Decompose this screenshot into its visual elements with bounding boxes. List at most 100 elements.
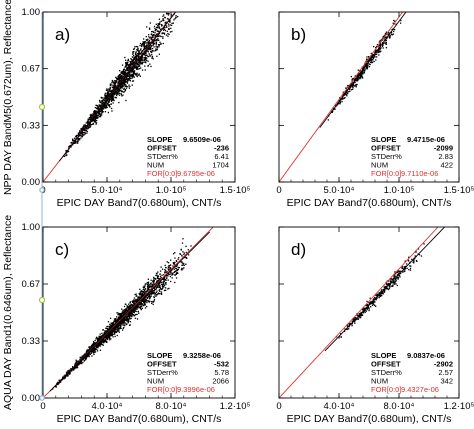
data-point <box>160 281 163 283</box>
data-point <box>409 269 412 271</box>
data-point <box>107 328 110 330</box>
data-point <box>181 264 183 267</box>
data-point <box>151 54 153 56</box>
data-point <box>117 328 119 330</box>
data-point <box>144 285 146 287</box>
data-point <box>99 116 101 118</box>
data-point <box>97 107 99 110</box>
data-point <box>74 364 76 367</box>
data-point <box>116 324 118 326</box>
data-point <box>99 336 102 338</box>
data-point <box>144 283 146 285</box>
data-point <box>168 264 170 267</box>
data-point <box>127 64 129 66</box>
data-point <box>109 90 111 92</box>
data-point <box>151 40 153 42</box>
data-point <box>389 281 392 283</box>
data-point <box>135 298 137 301</box>
data-point <box>141 44 143 47</box>
data-point <box>127 309 129 311</box>
data-point <box>156 286 158 288</box>
data-point <box>154 34 157 37</box>
data-point <box>118 331 121 333</box>
data-point <box>398 270 400 272</box>
data-point <box>116 88 119 90</box>
data-point <box>393 274 395 276</box>
data-point <box>164 21 166 24</box>
data-point <box>125 303 127 305</box>
data-point <box>131 68 134 71</box>
data-point <box>91 115 93 117</box>
data-point <box>124 322 127 324</box>
data-point <box>71 141 73 144</box>
data-point <box>144 54 146 56</box>
data-point <box>167 262 170 264</box>
data-point <box>94 351 97 353</box>
x-tick-label: 1.5·10⁵ <box>444 185 474 196</box>
data-point <box>139 61 142 63</box>
data-point <box>99 106 101 109</box>
data-point <box>109 323 111 325</box>
data-point <box>114 327 116 330</box>
data-point <box>167 35 169 37</box>
data-point <box>104 94 107 97</box>
data-point <box>138 74 140 76</box>
data-point <box>352 87 354 89</box>
data-point <box>125 65 127 67</box>
data-point <box>94 107 96 109</box>
data-point <box>107 96 109 98</box>
data-point <box>110 97 113 99</box>
data-point <box>155 288 157 290</box>
data-point <box>381 44 384 46</box>
data-point <box>137 63 139 65</box>
data-point <box>392 278 395 280</box>
data-point <box>57 382 60 384</box>
data-point <box>418 254 421 256</box>
data-point <box>111 110 113 112</box>
data-point <box>355 84 357 87</box>
data-point <box>118 329 120 332</box>
data-point <box>332 110 334 112</box>
data-point <box>123 91 125 93</box>
data-point <box>150 36 152 38</box>
data-point <box>341 98 343 100</box>
data-point <box>74 366 77 368</box>
data-point <box>128 305 131 308</box>
data-point <box>170 272 172 274</box>
data-point <box>350 83 352 86</box>
data-point <box>106 338 109 341</box>
data-point <box>82 357 85 360</box>
data-point <box>132 309 135 311</box>
data-point <box>146 26 148 28</box>
data-point <box>148 294 150 296</box>
data-point <box>119 69 121 72</box>
data-point <box>68 370 70 372</box>
data-point <box>147 44 150 46</box>
data-point <box>100 113 102 115</box>
data-point <box>143 58 146 61</box>
data-point <box>97 347 99 349</box>
data-point <box>404 260 406 262</box>
data-point <box>75 142 77 144</box>
data-point <box>131 310 134 312</box>
y-tick-label: 0.00 <box>22 177 41 188</box>
data-point <box>158 284 160 286</box>
panel-label: b) <box>291 25 306 44</box>
data-point <box>158 44 160 46</box>
data-point <box>140 303 142 305</box>
data-point <box>166 261 168 263</box>
data-point <box>141 52 143 55</box>
data-point <box>108 94 111 96</box>
data-point <box>397 273 400 275</box>
data-point <box>160 42 162 45</box>
data-point <box>390 279 392 281</box>
data-point <box>121 315 123 318</box>
data-point <box>162 281 164 283</box>
data-point <box>151 289 154 291</box>
data-point <box>115 321 118 323</box>
data-point <box>129 80 131 82</box>
data-point <box>147 288 150 290</box>
stat-value-slope: 9.0837e-06 <box>407 351 445 360</box>
data-point <box>119 327 121 330</box>
data-point <box>378 51 380 53</box>
